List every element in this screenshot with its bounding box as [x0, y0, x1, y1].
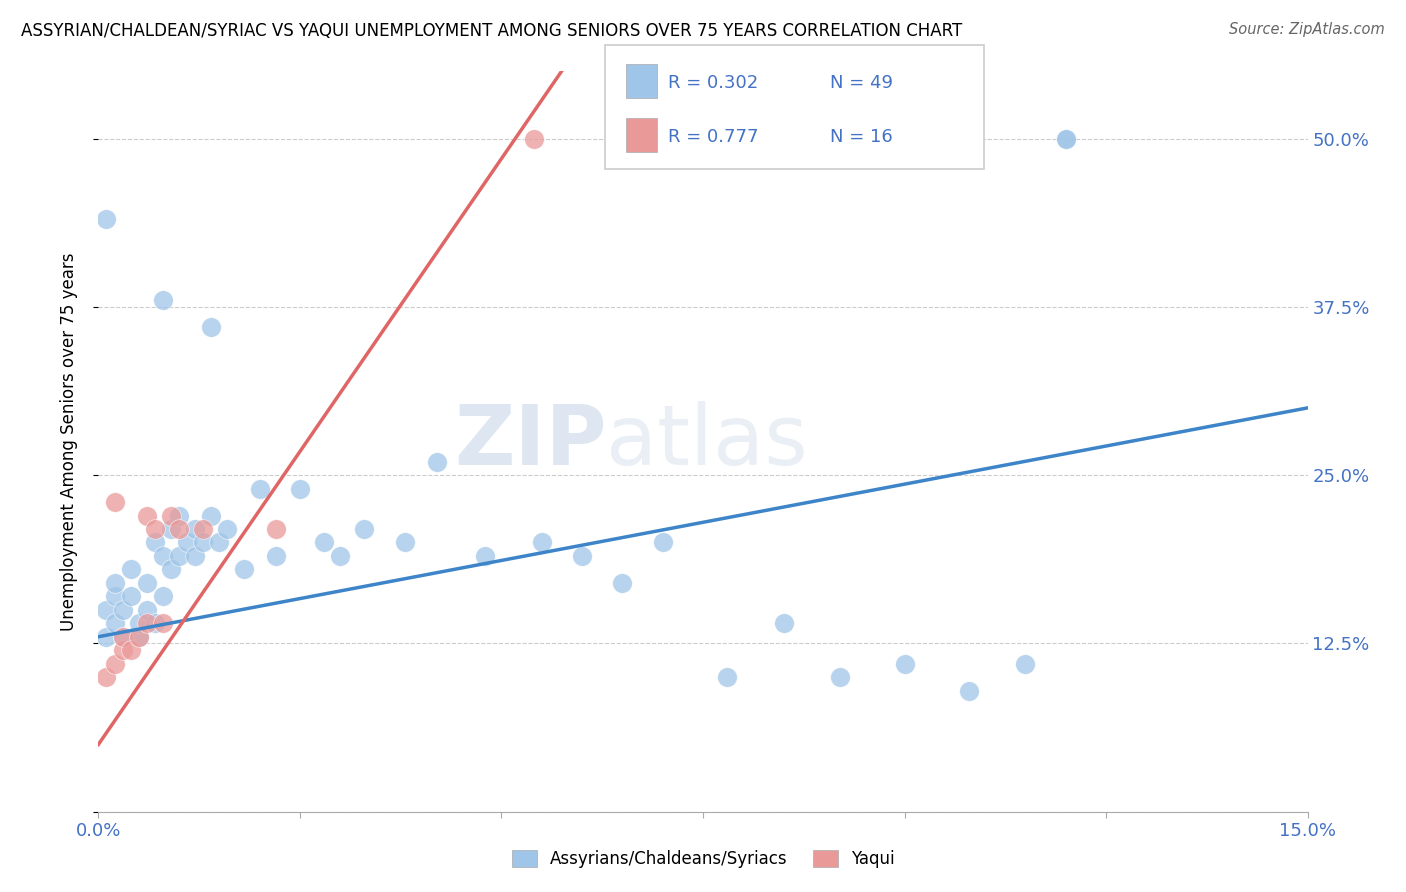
Point: [152, 549, 174, 563]
Point: [160, 522, 183, 536]
Point: [232, 562, 254, 576]
Point: [96, 212, 118, 227]
Point: [314, 535, 336, 549]
Point: [103, 616, 125, 631]
Point: [329, 549, 352, 563]
Point: [135, 616, 157, 631]
Text: R = 0.777: R = 0.777: [668, 128, 758, 145]
Point: [143, 616, 166, 631]
Point: [120, 562, 142, 576]
Point: [96, 670, 118, 684]
Text: Source: ZipAtlas.com: Source: ZipAtlas.com: [1229, 22, 1385, 37]
Text: R = 0.302: R = 0.302: [668, 74, 758, 92]
Point: [120, 643, 142, 657]
Point: [167, 508, 190, 523]
Point: [193, 522, 215, 536]
Point: [426, 455, 449, 469]
Text: ZIP: ZIP: [454, 401, 606, 482]
Point: [103, 657, 125, 671]
Point: [128, 616, 150, 631]
Point: [111, 630, 134, 644]
Point: [651, 535, 673, 549]
Point: [135, 508, 157, 523]
Text: ASSYRIAN/CHALDEAN/SYRIAC VS YAQUI UNEMPLOYMENT AMONG SENIORS OVER 75 YEARS CORRE: ASSYRIAN/CHALDEAN/SYRIAC VS YAQUI UNEMPL…: [21, 22, 962, 40]
Point: [103, 590, 125, 604]
Point: [167, 549, 190, 563]
Point: [193, 535, 215, 549]
Point: [1054, 131, 1077, 145]
Point: [530, 535, 553, 549]
Point: [1054, 131, 1077, 145]
Point: [111, 630, 134, 644]
Point: [353, 522, 375, 536]
Point: [474, 549, 496, 563]
Point: [249, 482, 271, 496]
Point: [128, 630, 150, 644]
Point: [828, 670, 851, 684]
Y-axis label: Unemployment Among Seniors over 75 years: Unemployment Among Seniors over 75 years: [59, 252, 77, 631]
Point: [96, 603, 118, 617]
Point: [264, 549, 287, 563]
Point: [111, 603, 134, 617]
Point: [264, 522, 287, 536]
Point: [1014, 657, 1036, 671]
Text: N = 16: N = 16: [830, 128, 893, 145]
Point: [152, 590, 174, 604]
Text: N = 49: N = 49: [830, 74, 893, 92]
Point: [957, 683, 980, 698]
Point: [103, 495, 125, 509]
Point: [135, 603, 157, 617]
Point: [135, 575, 157, 590]
Point: [612, 575, 634, 590]
Point: [217, 522, 239, 536]
Point: [152, 616, 174, 631]
Point: [143, 522, 166, 536]
Legend: Assyrians/Chaldeans/Syriacs, Yaqui: Assyrians/Chaldeans/Syriacs, Yaqui: [505, 843, 901, 875]
Point: [200, 508, 222, 523]
Point: [152, 293, 174, 308]
Point: [160, 562, 183, 576]
Point: [160, 508, 183, 523]
Point: [571, 549, 593, 563]
Point: [167, 522, 190, 536]
Point: [128, 630, 150, 644]
Point: [120, 590, 142, 604]
Point: [103, 575, 125, 590]
Point: [184, 522, 207, 536]
Point: [143, 535, 166, 549]
Point: [288, 482, 311, 496]
Point: [111, 643, 134, 657]
Point: [893, 657, 915, 671]
Point: [716, 670, 738, 684]
Point: [200, 320, 222, 334]
Point: [184, 549, 207, 563]
Point: [176, 535, 198, 549]
Text: atlas: atlas: [606, 401, 808, 482]
Point: [394, 535, 416, 549]
Point: [96, 630, 118, 644]
Point: [208, 535, 231, 549]
Point: [772, 616, 794, 631]
Point: [523, 131, 546, 145]
